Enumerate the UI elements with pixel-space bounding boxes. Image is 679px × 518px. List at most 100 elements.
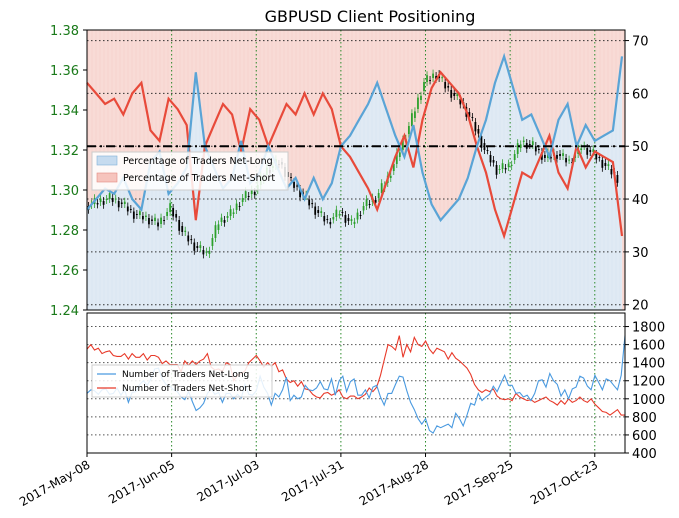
candle-body bbox=[468, 112, 471, 117]
candle-body bbox=[568, 159, 570, 161]
candle-body bbox=[374, 200, 377, 203]
date-tick-label: 2017-Aug-28 bbox=[357, 457, 431, 508]
bottom-panel-frame bbox=[86, 312, 626, 454]
count-tick-label: 1600 bbox=[632, 339, 665, 354]
candle-body bbox=[208, 250, 211, 254]
candle-body bbox=[145, 215, 147, 217]
candle-body bbox=[184, 230, 187, 232]
candle-body bbox=[519, 144, 522, 148]
candle-body bbox=[432, 73, 434, 78]
candle-body bbox=[401, 139, 404, 150]
pct-tick-label: 50 bbox=[632, 140, 649, 155]
candle-body bbox=[537, 149, 540, 150]
candle-body bbox=[377, 193, 380, 198]
candle-body bbox=[132, 211, 135, 219]
candle-body bbox=[120, 202, 123, 204]
candle-body bbox=[544, 155, 546, 158]
price-tick-label: 1.26 bbox=[50, 264, 79, 279]
candle-body bbox=[117, 201, 120, 208]
candle-body bbox=[353, 221, 356, 224]
candle-body bbox=[459, 99, 462, 105]
price-tick-label: 1.30 bbox=[50, 184, 79, 199]
bottom-legend-box bbox=[91, 364, 273, 398]
candle-body bbox=[362, 206, 365, 211]
candle-body bbox=[196, 246, 199, 248]
pct-tick-label: 30 bbox=[632, 246, 649, 261]
candle-body bbox=[320, 211, 323, 213]
candle-body bbox=[329, 222, 332, 225]
candle-body bbox=[447, 86, 450, 88]
pct-net-short-line bbox=[86, 70, 624, 240]
candle-body bbox=[350, 219, 353, 221]
candle-body bbox=[471, 117, 474, 118]
candle-body bbox=[407, 126, 410, 134]
candle-body bbox=[123, 201, 126, 204]
candle-body bbox=[99, 198, 102, 202]
candle-body bbox=[163, 220, 165, 221]
candle-body bbox=[550, 157, 552, 159]
candle-body bbox=[489, 155, 492, 163]
top-legend: Percentage of Traders Net-Long Percentag… bbox=[91, 151, 289, 191]
candle-body bbox=[477, 129, 480, 134]
legend-label-net-short-count: Number of Traders Net-Short bbox=[122, 384, 252, 394]
count-tick-label: 1400 bbox=[632, 357, 665, 372]
candle-body bbox=[235, 203, 238, 210]
candle-body bbox=[317, 210, 320, 213]
candle-body bbox=[314, 206, 317, 215]
candle-body bbox=[166, 212, 168, 216]
candle-body bbox=[211, 238, 214, 246]
candle-body bbox=[138, 211, 141, 215]
candle-body bbox=[175, 214, 178, 218]
candle-body bbox=[504, 168, 507, 170]
price-tick-label: 1.24 bbox=[50, 304, 79, 319]
candle-body bbox=[580, 148, 583, 150]
count-tick-label: 400 bbox=[632, 447, 657, 462]
candle-body bbox=[253, 192, 256, 195]
candle-body bbox=[592, 149, 595, 152]
date-axis: 2017-May-08 2017-Jun-05 2017-Jul-03 2017-Ju… bbox=[17, 453, 600, 509]
candle-body bbox=[598, 157, 601, 158]
candle-body bbox=[395, 152, 398, 164]
candle-body bbox=[589, 150, 592, 152]
price-tick-label: 1.34 bbox=[50, 104, 79, 119]
candle-body bbox=[151, 219, 153, 221]
candle-body bbox=[444, 82, 447, 89]
candle-body bbox=[290, 177, 292, 178]
candle-body bbox=[126, 206, 129, 212]
candle-body bbox=[450, 90, 453, 98]
net-long-area bbox=[87, 56, 622, 311]
candle-body bbox=[154, 217, 156, 221]
pct-tick-label: 20 bbox=[632, 299, 649, 314]
candle-body bbox=[429, 80, 431, 81]
candle-body bbox=[135, 214, 138, 215]
price-tick-label: 1.38 bbox=[50, 24, 79, 39]
candle-body bbox=[562, 153, 564, 156]
pct-tick-label: 60 bbox=[632, 87, 649, 102]
candle-body bbox=[105, 199, 108, 200]
candle-body bbox=[365, 199, 368, 206]
candle-body bbox=[398, 152, 401, 157]
candle-body bbox=[332, 217, 335, 220]
candle-body bbox=[441, 77, 444, 79]
price-tick-label: 1.28 bbox=[50, 224, 79, 239]
candle-body bbox=[96, 203, 99, 205]
bottom-legend: Number of Traders Net-Long Number of Tra… bbox=[91, 364, 273, 398]
candle-body bbox=[392, 164, 395, 171]
candle-body bbox=[586, 148, 589, 155]
candle-body bbox=[323, 216, 326, 222]
candle-body bbox=[247, 196, 250, 197]
candle-body bbox=[483, 143, 486, 150]
top-panel-frame bbox=[86, 29, 626, 311]
candle-body bbox=[296, 185, 298, 187]
candle-body bbox=[142, 216, 144, 220]
candle-body bbox=[486, 150, 489, 151]
candle-body bbox=[507, 163, 510, 167]
candle-body bbox=[238, 206, 241, 207]
date-tick-label: 2017-Jul-03 bbox=[194, 457, 261, 504]
candle-body bbox=[559, 154, 561, 156]
date-tick-label: 2017-Sep-25 bbox=[442, 457, 516, 508]
candle-body bbox=[311, 203, 314, 205]
candle-body bbox=[380, 183, 383, 193]
candle-body bbox=[335, 209, 338, 217]
candle-body bbox=[513, 154, 516, 160]
